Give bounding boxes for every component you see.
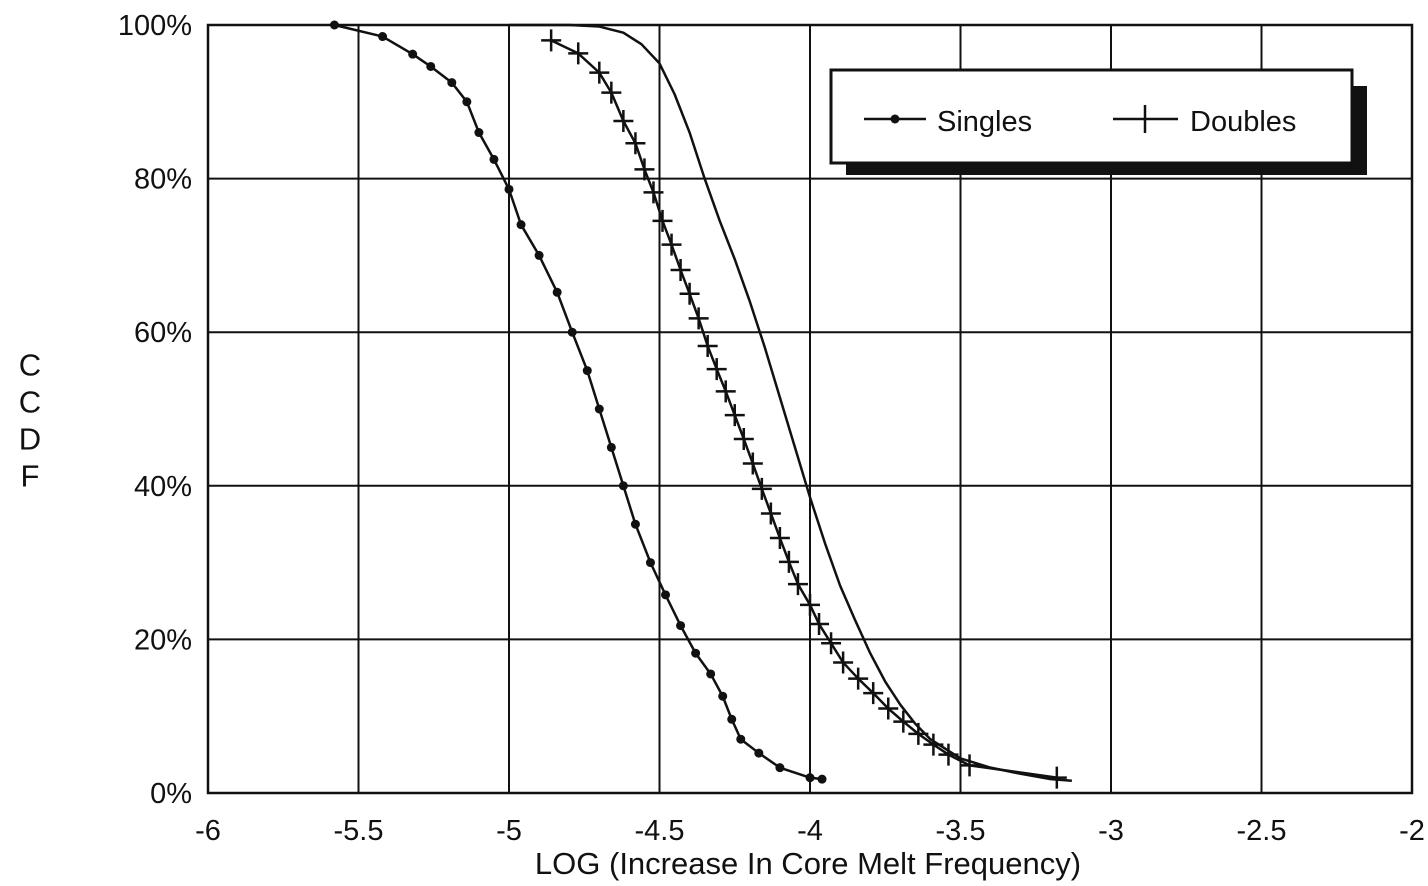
y-tick-label: 40% bbox=[134, 471, 192, 503]
data-point-doubles bbox=[541, 29, 562, 52]
data-point-doubles bbox=[769, 527, 790, 550]
data-point-singles bbox=[447, 78, 457, 88]
data-point-doubles bbox=[601, 81, 622, 104]
y-tick-label: 100% bbox=[118, 10, 192, 42]
x-tick-label: -6 bbox=[195, 815, 221, 847]
data-point-singles bbox=[736, 734, 746, 744]
data-point-singles bbox=[817, 774, 827, 784]
data-point-doubles bbox=[688, 307, 709, 330]
data-point-singles bbox=[426, 61, 436, 71]
legend-singles-label: Singles bbox=[937, 106, 1032, 138]
data-point-doubles bbox=[893, 710, 914, 733]
data-point-singles bbox=[606, 442, 616, 452]
data-point-singles bbox=[718, 691, 728, 701]
series-line-singles bbox=[334, 23, 823, 781]
data-point-singles bbox=[691, 648, 701, 658]
x-tick-label: -4.5 bbox=[635, 815, 685, 847]
data-point-singles bbox=[805, 773, 815, 783]
data-point-singles bbox=[775, 763, 785, 773]
data-point-doubles bbox=[715, 380, 736, 403]
data-point-doubles bbox=[959, 754, 980, 777]
data-point-doubles bbox=[751, 477, 772, 500]
data-point-doubles bbox=[661, 233, 682, 256]
x-tick-label: -4 bbox=[797, 815, 823, 847]
data-point-singles bbox=[676, 621, 686, 631]
x-tick-label: -2.5 bbox=[1237, 815, 1287, 847]
x-tick-labels: -6 -5.5 -5 -4.5 -4 -3.5 -3 -2.5 -2 bbox=[195, 815, 1425, 847]
data-point-singles bbox=[474, 128, 484, 138]
data-point-doubles bbox=[787, 573, 808, 596]
data-point-singles bbox=[645, 558, 655, 568]
data-point-doubles bbox=[697, 335, 718, 358]
y-tick-label: 60% bbox=[134, 317, 192, 349]
x-axis-title: LOG (Increase In Core Melt Frequency) bbox=[535, 846, 1081, 881]
data-point-doubles bbox=[568, 42, 589, 65]
data-point-singles bbox=[408, 49, 418, 59]
x-tick-label: -5 bbox=[496, 815, 522, 847]
data-point-singles bbox=[594, 404, 604, 414]
data-point-doubles bbox=[821, 632, 842, 655]
y-tick-label: 80% bbox=[134, 164, 192, 196]
data-point-doubles bbox=[863, 682, 884, 705]
legend-box bbox=[829, 68, 1354, 165]
x-tick-label: -5.5 bbox=[334, 815, 384, 847]
data-point-doubles bbox=[679, 282, 700, 305]
x-tick-label: -2 bbox=[1399, 815, 1425, 847]
data-point-doubles bbox=[833, 651, 854, 674]
data-point-singles bbox=[727, 714, 737, 724]
y-tick-label: 20% bbox=[134, 624, 192, 656]
data-point-singles bbox=[552, 287, 562, 297]
data-point-doubles bbox=[634, 158, 655, 181]
data-point-doubles bbox=[733, 427, 754, 450]
legend-singles-marker bbox=[890, 114, 900, 124]
x-tick-label: -3.5 bbox=[936, 815, 986, 847]
data-point-doubles bbox=[778, 550, 799, 573]
data-point-doubles bbox=[848, 667, 869, 690]
data-point-doubles bbox=[670, 258, 691, 281]
series-line-unlabeled bbox=[509, 23, 1072, 782]
data-point-singles bbox=[618, 481, 628, 491]
data-point-singles bbox=[462, 97, 472, 107]
data-point-singles bbox=[504, 184, 514, 194]
data-point-doubles bbox=[800, 593, 820, 616]
y-tick-labels: 0% 20% 40% 60% 80% 100% bbox=[118, 10, 192, 810]
data-point-singles bbox=[329, 20, 339, 30]
y-tick-label: 0% bbox=[150, 778, 192, 810]
data-point-singles bbox=[378, 32, 388, 42]
data-point-singles bbox=[706, 669, 716, 679]
data-point-singles bbox=[582, 366, 592, 376]
data-point-singles bbox=[567, 327, 577, 337]
legend-doubles-label: Doubles bbox=[1190, 106, 1296, 138]
data-point-doubles bbox=[724, 404, 745, 427]
data-point-singles bbox=[754, 748, 764, 758]
data-point-doubles bbox=[589, 61, 610, 84]
data-point-doubles bbox=[643, 181, 664, 204]
data-point-doubles bbox=[878, 697, 899, 720]
data-point-doubles bbox=[652, 209, 673, 232]
data-point-doubles bbox=[625, 132, 646, 155]
data-point-singles bbox=[661, 590, 671, 600]
data-point-doubles bbox=[809, 613, 830, 636]
data-point-singles bbox=[516, 220, 526, 230]
data-point-doubles bbox=[706, 358, 727, 381]
data-point-doubles bbox=[1046, 766, 1067, 789]
data-point-doubles bbox=[742, 452, 763, 475]
data-point-singles bbox=[534, 250, 544, 260]
plot-area bbox=[329, 20, 1072, 789]
x-tick-label: -3 bbox=[1098, 815, 1124, 847]
data-point-doubles bbox=[613, 110, 634, 132]
data-point-doubles bbox=[760, 502, 781, 525]
data-point-singles bbox=[489, 154, 499, 164]
legend: Singles Doubles bbox=[829, 68, 1367, 175]
data-point-singles bbox=[630, 519, 640, 529]
